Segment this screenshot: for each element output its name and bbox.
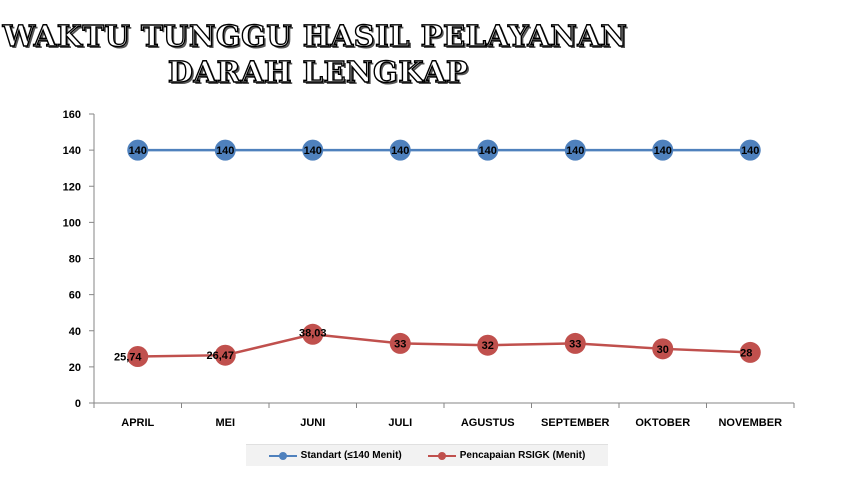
data-point [214, 344, 236, 366]
data-label: 140 [304, 145, 322, 157]
data-point [127, 139, 149, 161]
y-tick-label: 160 [63, 109, 81, 121]
y-tick-label: 20 [69, 362, 81, 374]
data-label: 140 [741, 145, 759, 157]
chart-title-line-1: WAKTU TUNGGU HASIL PELAYANAN [2, 19, 628, 53]
legend-item-pencapaian: Pencapaian RSIGK (Menit) [427, 450, 586, 461]
data-label: 32 [482, 340, 494, 352]
legend-label-standart: Standart (≤140 Menit) [300, 450, 402, 461]
data-point [477, 334, 499, 356]
data-label: 26,47 [206, 350, 234, 362]
data-point [652, 338, 674, 360]
x-tick-label: SEPTEMBER [541, 417, 610, 429]
x-tick-label: OKTOBER [635, 417, 690, 429]
data-point [389, 139, 411, 161]
y-tick-label: 0 [75, 398, 81, 410]
x-tick-label: NOVEMBER [718, 417, 782, 429]
data-label: 140 [479, 145, 497, 157]
data-label: 33 [569, 338, 581, 350]
y-tick-label: 80 [69, 254, 81, 266]
data-label: 140 [129, 145, 147, 157]
chart-legend: Standart (≤140 Menit) Pencapaian RSIGK (… [246, 444, 608, 466]
data-label: 140 [391, 145, 409, 157]
data-point [127, 346, 149, 368]
line-chart: 0 20 40 60 80 100 120 140 160 APRIL MEI JUNI JULI AGU… [63, 109, 795, 429]
data-point [389, 332, 411, 354]
data-label: 140 [216, 145, 234, 157]
data-point [652, 139, 674, 161]
chart-title-line-2: DARAH LENGKAP [167, 55, 469, 89]
data-label: 25,74 [114, 352, 142, 364]
data-label: 38,03 [299, 327, 327, 339]
data-point [564, 332, 586, 354]
x-tick-label: MEI [215, 417, 235, 429]
legend-item-standart: Standart (≤140 Menit) [268, 450, 402, 461]
x-tick-label: JULI [388, 417, 412, 429]
data-point [214, 139, 236, 161]
x-tick-label: APRIL [121, 417, 154, 429]
legend-label-pencapaian: Pencapaian RSIGK (Menit) [459, 450, 586, 461]
legend-swatch-standart [268, 451, 297, 461]
data-point [302, 139, 324, 161]
data-point [564, 139, 586, 161]
data-label: 30 [657, 344, 669, 356]
y-tick-label: 40 [69, 326, 81, 338]
data-label: 33 [394, 338, 406, 350]
data-point [477, 139, 499, 161]
x-tick-label: AGUSTUS [461, 417, 515, 429]
legend-swatch-pencapaian [427, 451, 456, 461]
y-tick-label: 60 [69, 290, 81, 302]
data-point [302, 323, 324, 345]
y-tick-label: 120 [63, 181, 81, 193]
y-tick-label: 100 [63, 217, 81, 229]
y-tick-label: 140 [63, 145, 81, 157]
x-tick-label: JUNI [300, 417, 325, 429]
data-point [739, 139, 761, 161]
data-label: 28 [740, 347, 752, 359]
data-label: 140 [566, 145, 584, 157]
data-point [739, 341, 761, 363]
series-line-1 [137, 333, 751, 358]
data-label: 140 [654, 145, 672, 157]
